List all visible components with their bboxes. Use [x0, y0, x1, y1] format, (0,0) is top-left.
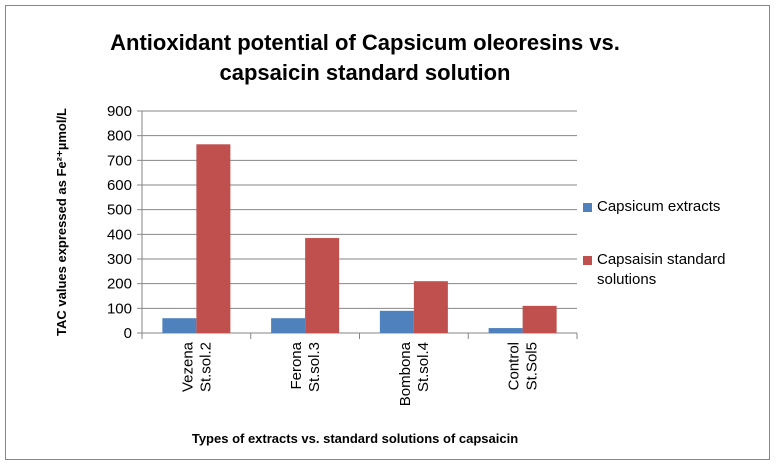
y-tick-label: 0	[124, 325, 132, 342]
x-axis-label: Types of extracts vs. standard solutions…	[192, 431, 518, 446]
bar	[379, 310, 414, 333]
bar	[196, 144, 231, 333]
bar	[413, 281, 448, 333]
x-tick-label: ControlSt.Sol5	[506, 342, 541, 390]
y-tick-label: 100	[107, 300, 132, 317]
x-tick-label: FeronaSt.sol.3	[288, 341, 323, 392]
legend-swatch	[583, 203, 592, 212]
y-tick-label: 900	[107, 103, 132, 120]
y-tick-label: 800	[107, 128, 132, 145]
x-tick-label: VezenaSt.sol.2	[179, 341, 214, 392]
legend-item: Capsaisin standard solutions	[583, 250, 779, 290]
chart-border	[5, 5, 770, 460]
y-tick-label: 300	[107, 251, 132, 268]
bar	[162, 318, 197, 333]
bar	[271, 318, 306, 333]
y-tick-label: 500	[107, 202, 132, 219]
y-axis-label: TAC values expressed as Fe²⁺µmol/L	[54, 108, 69, 336]
chart-title: Antioxidant potential of Capsicum oleore…	[110, 30, 620, 85]
y-tick-label: 600	[107, 177, 132, 194]
y-tick-label: 400	[107, 226, 132, 243]
x-tick-label: BombonaSt.sol.4	[397, 341, 432, 406]
bar	[305, 238, 340, 333]
y-tick-label: 700	[107, 152, 132, 169]
legend-label: Capsaisin standard solutions	[597, 251, 726, 288]
y-tick-label: 200	[107, 276, 132, 293]
legend-item: Capsicum extracts	[583, 197, 779, 217]
bar	[522, 305, 557, 333]
legend-swatch	[583, 256, 592, 265]
legend-label: Capsicum extracts	[597, 198, 721, 215]
bar	[488, 328, 523, 333]
